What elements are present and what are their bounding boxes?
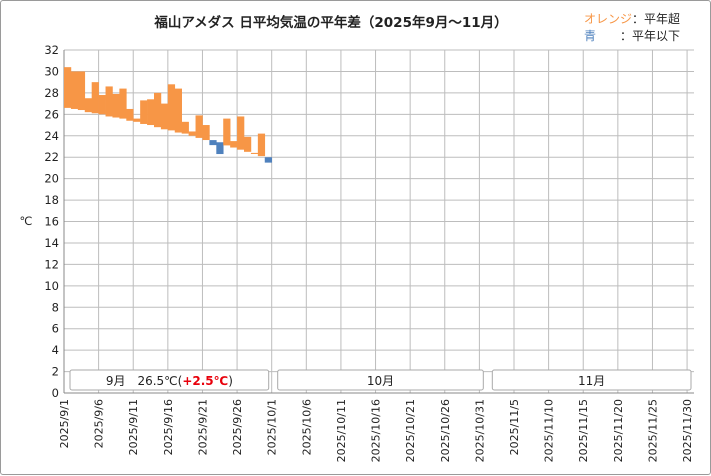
x-tick-label: 2025/10/1: [266, 399, 279, 455]
bar-2025/9/23: [216, 142, 224, 155]
y-tick-label: 24: [44, 129, 59, 143]
bar-2025/9/22: [209, 140, 217, 146]
bar-2025/9/15: [160, 103, 169, 130]
legend-above: オレンジ：平年超: [584, 11, 680, 26]
bar-2025/9/29: [257, 133, 266, 157]
bar-2025/9/4: [84, 98, 92, 113]
x-tick-label: 2025/11/5: [508, 399, 521, 455]
bar-2025/9/16: [167, 84, 176, 131]
y-tick-label: 28: [44, 86, 59, 100]
bar-2025/9/26: [237, 116, 245, 150]
x-tick-label: 2025/9/26: [231, 399, 244, 455]
x-tick-label: 2025/11/15: [577, 399, 590, 462]
legend-below-desc: ：平年以下: [620, 29, 680, 43]
bar-2025/9/28: [250, 152, 259, 154]
bar-2025/9/14: [154, 92, 162, 128]
chart-title: 福山アメダス 日平均気温の平年差（2025年9月～11月）: [153, 14, 507, 31]
y-tick-label: 10: [44, 279, 59, 293]
x-tick-label: 2025/11/25: [646, 399, 659, 462]
x-tick-label: 2025/11/10: [543, 399, 556, 462]
bar-2025/9/17: [174, 88, 182, 133]
bar-2025/9/27: [244, 136, 252, 152]
bar-2025/9/2: [70, 71, 79, 109]
month-label-2: 10月: [367, 374, 394, 388]
month-boxes: 9月 26.5℃(+2.5℃) 10月 11月: [69, 369, 692, 391]
bar-2025/9/10: [126, 108, 134, 121]
month-label-1: 9月 26.5℃(+2.5℃): [106, 374, 233, 388]
legend: オレンジ：平年超 青 ：平年以下: [584, 11, 680, 43]
bar-2025/9/30: [264, 157, 272, 163]
bar-2025/9/11: [133, 118, 141, 122]
x-tick-label: 2025/10/21: [404, 399, 417, 462]
legend-above-desc: ：平年超: [632, 11, 680, 26]
month-anom-close: ): [228, 374, 233, 388]
grid-lines: [63, 49, 694, 394]
legend-above-name: オレンジ: [584, 12, 632, 26]
bars: [64, 67, 272, 163]
month-mean: 26.5℃: [137, 374, 177, 388]
bar-2025/9/7: [105, 86, 113, 117]
bar-2025/9/19: [188, 131, 196, 136]
x-tick-label: 2025/9/11: [127, 399, 140, 455]
month-name: 11月: [578, 374, 605, 388]
x-tick-label: 2025/10/11: [335, 399, 348, 462]
bar-2025/9/12: [140, 100, 148, 124]
x-tick-label: 2025/9/16: [162, 399, 175, 455]
y-tick-label: 16: [44, 215, 59, 229]
y-tick-label: 22: [44, 150, 59, 164]
y-tick-label: 6: [52, 322, 59, 336]
month-box-3: [491, 369, 692, 391]
month-name: 10月: [367, 374, 394, 388]
legend-below: 青 ：平年以下: [584, 29, 680, 43]
y-tick-label: 18: [44, 193, 59, 207]
y-tick-label: 14: [44, 236, 59, 250]
bar-2025/9/24: [223, 118, 231, 146]
bar-2025/9/18: [181, 121, 189, 134]
y-tick-label: 20: [44, 172, 59, 186]
y-tick-label: 32: [44, 43, 59, 57]
month-box-2: [277, 369, 484, 391]
y-axis-label: ℃: [20, 214, 33, 228]
x-tick-labels: 2025/9/1 2025/9/6 2025/9/11 2025/9/16 2025/9…: [58, 399, 694, 462]
bar-2025/9/13: [147, 99, 155, 126]
legend-below-name: 青: [584, 29, 596, 43]
x-tick-label: 2025/10/31: [473, 399, 486, 462]
x-tick-label: 2025/10/16: [370, 399, 383, 462]
x-tick-label: 2025/10/26: [439, 399, 452, 462]
month-label-3: 11月: [578, 374, 605, 388]
x-tick-label: 2025/9/21: [196, 399, 209, 455]
month-anom-open: (: [178, 374, 183, 388]
bar-2025/9/25: [230, 141, 238, 148]
bar-2025/9/3: [77, 71, 86, 111]
month-name: 9月: [106, 374, 126, 388]
bar-2025/9/5: [91, 82, 99, 114]
month-anomaly: +2.5℃: [182, 374, 228, 388]
bar-2025/9/1: [64, 67, 72, 108]
x-tick-label: 2025/11/20: [612, 399, 625, 462]
y-tick-label: 2: [52, 365, 59, 379]
bar-2025/9/6: [98, 95, 106, 115]
x-tick-label: 2025/9/6: [93, 399, 106, 448]
bar-2025/9/8: [112, 93, 120, 118]
y-tick-label: 4: [52, 343, 59, 357]
x-tick-label: 2025/9/1: [58, 399, 71, 448]
bar-2025/9/9: [119, 88, 127, 119]
bar-2025/9/21: [202, 125, 210, 141]
y-tick-label: 30: [44, 64, 59, 78]
bar-2025/9/20: [195, 115, 203, 138]
y-tick-label: 8: [52, 300, 59, 314]
y-tick-label: 12: [44, 257, 59, 271]
y-tick-label: 0: [52, 386, 59, 400]
y-tick-label: 26: [44, 107, 59, 121]
x-tick-label: 2025/11/30: [681, 399, 694, 462]
month-box-1: [69, 369, 270, 391]
x-tick-label: 2025/10/6: [300, 399, 313, 455]
